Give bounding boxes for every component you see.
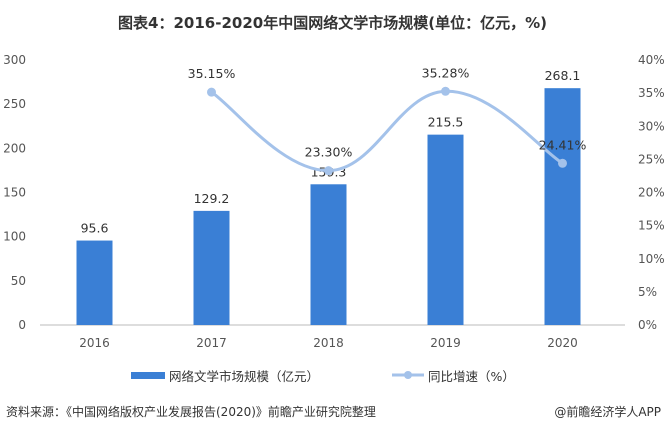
right-axis-tick: 10% — [638, 252, 665, 266]
left-axis-tick: 100 — [3, 230, 26, 244]
bar — [544, 88, 581, 325]
legend-bar-label: 网络文学市场规模（亿元） — [169, 369, 319, 384]
left-axis-tick: 50 — [11, 274, 26, 288]
chart-svg: 0 50 100 150 200 250 300 0% 5% 10% 15% 20% 25% 30% 35%… — [3, 53, 665, 384]
growth-point — [441, 86, 450, 96]
left-axis-tick: 150 — [3, 186, 26, 200]
x-axis-tick: 2017 — [196, 336, 227, 350]
right-axis-tick: 25% — [638, 152, 665, 166]
right-axis-tick: 0% — [638, 318, 657, 332]
x-axis-tick: 2016 — [79, 336, 110, 350]
growth-point — [207, 87, 216, 97]
x-axis-tick: 2018 — [313, 336, 344, 350]
bar — [310, 184, 347, 325]
line-data-label: 35.15% — [188, 66, 236, 81]
chart-title: 图表4：2016-2020年中国网络文学市场规模(单位：亿元，%) — [118, 14, 547, 32]
left-axis-tick: 300 — [3, 53, 26, 67]
bar — [76, 240, 113, 325]
right-axis-tick: 5% — [638, 285, 657, 299]
legend-line-marker — [404, 371, 412, 379]
right-axis-tick: 35% — [638, 86, 665, 100]
bar-data-label: 215.5 — [428, 115, 464, 130]
left-axis-tick: 200 — [3, 141, 26, 155]
right-axis-tick: 30% — [638, 119, 665, 133]
legend-line-label: 同比增速（%） — [428, 369, 515, 384]
right-axis-tick: 20% — [638, 186, 665, 200]
bar — [427, 134, 464, 325]
left-axis-tick: 0 — [18, 318, 26, 332]
bar-data-label: 129.2 — [194, 191, 230, 206]
source-note: 资料来源：《中国网络版权产业发展报告(2020)》前瞻产业研究院整理 — [6, 405, 376, 419]
growth-point — [324, 166, 333, 176]
line-data-label: 23.30% — [305, 145, 353, 160]
growth-line — [210, 89, 564, 173]
right-axis-tick: 15% — [638, 219, 665, 233]
right-axis-tick: 40% — [638, 53, 665, 67]
left-axis-tick: 250 — [3, 97, 26, 111]
line-data-label: 35.28% — [422, 65, 470, 80]
growth-point — [558, 158, 567, 168]
x-axis-tick: 2019 — [430, 336, 461, 350]
credit-note: @前瞻经济学人APP — [554, 405, 661, 419]
bar — [193, 210, 230, 325]
x-axis-tick: 2020 — [547, 336, 578, 350]
bar-data-label: 95.6 — [81, 221, 109, 236]
line-data-label: 24.41% — [539, 137, 587, 152]
bar-data-label: 268.1 — [545, 68, 581, 83]
legend-bar-swatch — [131, 372, 165, 379]
